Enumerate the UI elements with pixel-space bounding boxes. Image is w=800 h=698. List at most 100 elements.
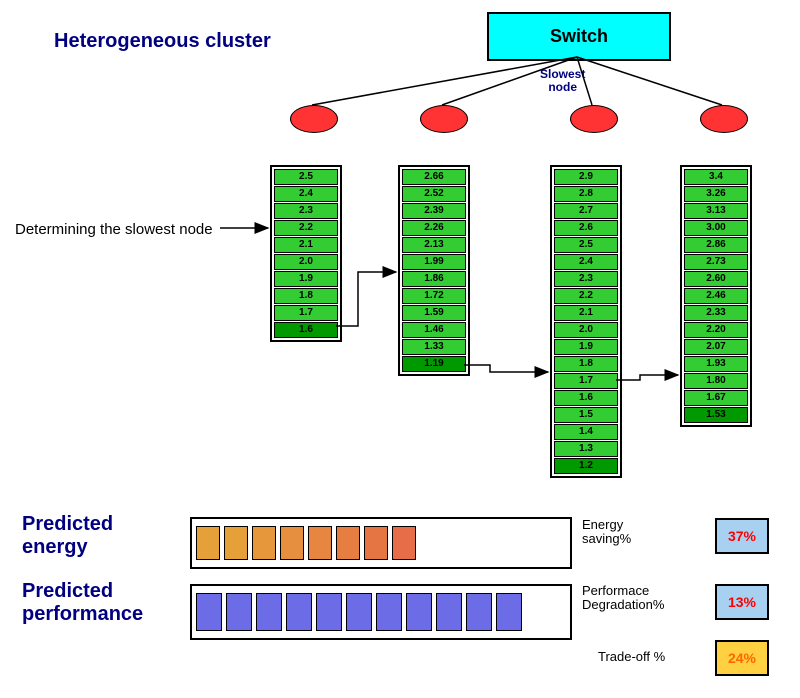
frequency-cell: 3.00 (684, 220, 748, 236)
perf-bar-segment (406, 593, 432, 631)
frequency-cell: 1.72 (402, 288, 466, 304)
frequency-cell: 2.9 (554, 169, 618, 185)
frequency-cell: 1.9 (554, 339, 618, 355)
frequency-cell: 2.7 (554, 203, 618, 219)
determining-label: Determining the slowest node (15, 221, 213, 238)
frequency-cell: 2.2 (274, 220, 338, 236)
metric-label: Trade-off % (598, 650, 708, 664)
frequency-cell: 2.07 (684, 339, 748, 355)
perf-bar-segment (256, 593, 282, 631)
switch-node: Switch (487, 12, 671, 61)
frequency-cell: 3.26 (684, 186, 748, 202)
frequency-cell: 1.67 (684, 390, 748, 406)
frequency-cell: 1.7 (274, 305, 338, 321)
frequency-cell: 2.13 (402, 237, 466, 253)
slowest-node-label: Slowestnode (540, 68, 585, 94)
predicted-performance-label: Predictedperformance (22, 580, 143, 626)
frequency-cell: 3.13 (684, 203, 748, 219)
metric-value: 37% (728, 528, 756, 544)
frequency-cell: 2.39 (402, 203, 466, 219)
frequency-cell: 2.3 (554, 271, 618, 287)
frequency-cell: 2.52 (402, 186, 466, 202)
perf-bar-segment (496, 593, 522, 631)
energy-bar-segment (336, 526, 360, 560)
frequency-column: 2.92.82.72.62.52.42.32.22.12.01.91.81.71… (550, 165, 622, 478)
frequency-column: 2.662.522.392.262.131.991.861.721.591.46… (398, 165, 470, 376)
frequency-cell: 1.8 (274, 288, 338, 304)
frequency-cell: 1.93 (684, 356, 748, 372)
switch-label: Switch (550, 26, 608, 47)
perf-bar-segment (196, 593, 222, 631)
predicted-energy-bar (190, 517, 572, 569)
metric-value: 24% (728, 650, 756, 666)
node-oval (570, 105, 618, 133)
predicted-energy-label: Predictedenergy (22, 513, 113, 559)
frequency-cell: 1.33 (402, 339, 466, 355)
metric-value-box: 13% (715, 584, 769, 620)
frequency-cell: 1.6 (554, 390, 618, 406)
perf-bar-segment (346, 593, 372, 631)
frequency-cell: 1.5 (554, 407, 618, 423)
frequency-cell: 2.1 (274, 237, 338, 253)
frequency-cell: 1.86 (402, 271, 466, 287)
node-oval (420, 105, 468, 133)
frequency-cell: 1.99 (402, 254, 466, 270)
frequency-cell: 1.80 (684, 373, 748, 389)
perf-bar-segment (286, 593, 312, 631)
frequency-cell: 2.4 (554, 254, 618, 270)
frequency-column: 3.43.263.133.002.862.732.602.462.332.202… (680, 165, 752, 427)
frequency-cell: 1.59 (402, 305, 466, 321)
frequency-cell: 1.9 (274, 271, 338, 287)
frequency-cell: 2.26 (402, 220, 466, 236)
frequency-column: 2.52.42.32.22.12.01.91.81.71.6 (270, 165, 342, 342)
frequency-cell: 2.20 (684, 322, 748, 338)
frequency-cell: 1.4 (554, 424, 618, 440)
page-title: Heterogeneous cluster (54, 30, 271, 53)
predicted-performance-bar (190, 584, 572, 640)
frequency-cell: 1.6 (274, 322, 338, 338)
frequency-cell: 2.0 (274, 254, 338, 270)
frequency-cell: 2.66 (402, 169, 466, 185)
metric-value-box: 24% (715, 640, 769, 676)
frequency-cell: 2.86 (684, 237, 748, 253)
perf-bar-segment (376, 593, 402, 631)
frequency-cell: 2.46 (684, 288, 748, 304)
energy-bar-segment (308, 526, 332, 560)
metric-label: PerformaceDegradation% (582, 584, 692, 613)
frequency-cell: 1.7 (554, 373, 618, 389)
frequency-cell: 1.2 (554, 458, 618, 474)
frequency-cell: 2.0 (554, 322, 618, 338)
frequency-cell: 2.2 (554, 288, 618, 304)
frequency-cell: 1.53 (684, 407, 748, 423)
frequency-cell: 2.1 (554, 305, 618, 321)
frequency-cell: 3.4 (684, 169, 748, 185)
frequency-cell: 1.46 (402, 322, 466, 338)
metric-value: 13% (728, 594, 756, 610)
node-oval (290, 105, 338, 133)
perf-bar-segment (226, 593, 252, 631)
metric-value-box: 37% (715, 518, 769, 554)
frequency-cell: 1.3 (554, 441, 618, 457)
frequency-cell: 2.8 (554, 186, 618, 202)
energy-bar-segment (252, 526, 276, 560)
frequency-cell: 2.6 (554, 220, 618, 236)
frequency-cell: 2.5 (274, 169, 338, 185)
frequency-cell: 2.73 (684, 254, 748, 270)
perf-bar-segment (316, 593, 342, 631)
perf-bar-segment (466, 593, 492, 631)
energy-bar-segment (392, 526, 416, 560)
node-oval (700, 105, 748, 133)
frequency-cell: 2.5 (554, 237, 618, 253)
frequency-cell: 1.8 (554, 356, 618, 372)
frequency-cell: 2.4 (274, 186, 338, 202)
frequency-cell: 2.3 (274, 203, 338, 219)
energy-bar-segment (196, 526, 220, 560)
metric-label: Energysaving% (582, 518, 692, 547)
energy-bar-segment (224, 526, 248, 560)
energy-bar-segment (280, 526, 304, 560)
perf-bar-segment (436, 593, 462, 631)
frequency-cell: 1.19 (402, 356, 466, 372)
energy-bar-segment (364, 526, 388, 560)
frequency-cell: 2.60 (684, 271, 748, 287)
frequency-cell: 2.33 (684, 305, 748, 321)
